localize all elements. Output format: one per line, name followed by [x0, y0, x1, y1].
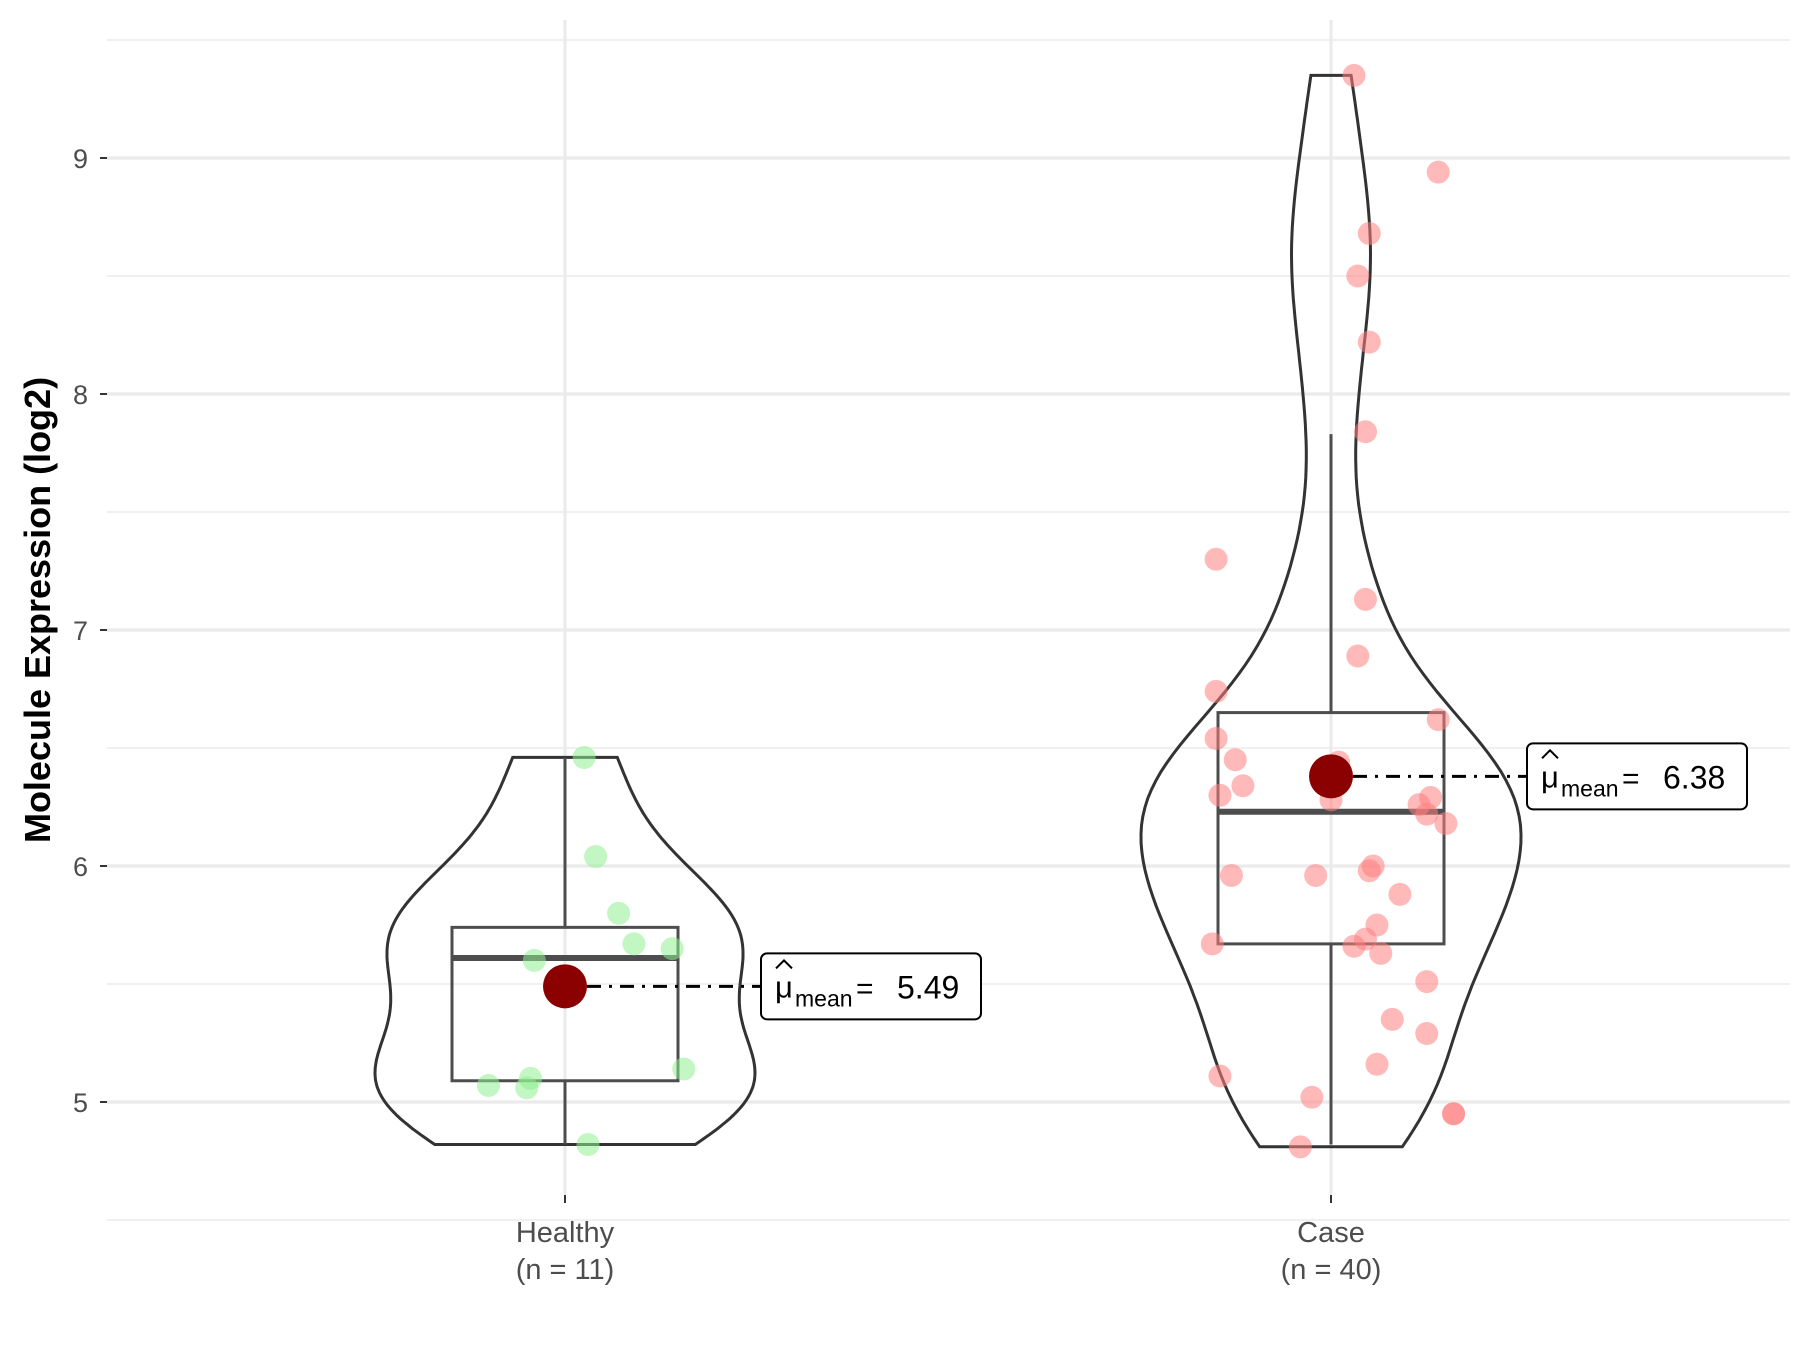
data-point [1357, 222, 1381, 246]
data-point [1223, 748, 1247, 772]
data-points [476, 63, 1466, 1159]
data-point [1357, 859, 1381, 883]
data-point [1426, 160, 1450, 184]
mu-symbol: μ [1541, 759, 1559, 794]
equals-sign: = [1622, 762, 1640, 795]
violin-shapes [373, 73, 1523, 1149]
data-point [672, 1057, 696, 1081]
y-axis-label: Molecule Expression (log2) [17, 377, 58, 843]
violin-case [1139, 73, 1523, 1149]
data-point [1442, 1102, 1466, 1126]
data-point [1219, 863, 1243, 887]
data-point [1304, 863, 1328, 887]
data-point [1346, 644, 1370, 668]
box-plots [450, 434, 1446, 1145]
data-point [1346, 264, 1370, 288]
mean-label-box [760, 952, 982, 1021]
data-point [1365, 1052, 1389, 1076]
data-point [1369, 941, 1393, 965]
data-point [1208, 783, 1232, 807]
y-tick-label: 5 [73, 1088, 88, 1118]
mean-subscript: mean [1561, 775, 1619, 801]
x-tick-count: (n = 40) [1281, 1254, 1382, 1286]
data-point [1208, 1064, 1232, 1088]
data-point [1353, 587, 1377, 611]
y-tick-label: 9 [73, 144, 88, 174]
data-point [1380, 1007, 1404, 1031]
x-tick-label: Case [1297, 1217, 1365, 1249]
mean-marker [1309, 754, 1353, 799]
hat-accent [1541, 748, 1559, 760]
y-tick-label: 8 [73, 380, 88, 410]
equals-sign: = [856, 972, 874, 1005]
mean-annotations: μ mean = 5.49μ mean = 6.38 [587, 742, 1748, 1021]
data-point [1204, 727, 1228, 751]
grid-lines [107, 20, 1790, 1221]
data-point [1342, 934, 1366, 958]
violin-healthy [373, 755, 757, 1146]
mean-markers [543, 754, 1353, 1009]
x-tick-label: Healthy [516, 1217, 615, 1249]
data-point [1415, 1022, 1439, 1046]
data-point [1353, 420, 1377, 444]
y-tick-label: 7 [73, 616, 88, 646]
mean-subscript: mean [795, 985, 853, 1011]
data-point [522, 948, 546, 972]
data-point [576, 1132, 600, 1156]
data-point [1300, 1085, 1324, 1109]
data-point [1288, 1135, 1312, 1159]
mean-marker [543, 964, 587, 1009]
data-point [660, 937, 684, 961]
mu-symbol: μ [775, 969, 793, 1004]
data-point [1231, 774, 1255, 798]
data-point [1388, 882, 1412, 906]
hat-accent [775, 958, 793, 970]
data-point [1415, 970, 1439, 994]
box-healthy [450, 925, 680, 1083]
data-point [515, 1076, 539, 1100]
data-point [1342, 63, 1366, 87]
data-point [622, 932, 646, 956]
data-point [1200, 932, 1224, 956]
data-point [476, 1073, 500, 1097]
mean-value: 6.38 [1663, 759, 1725, 795]
data-point [584, 845, 608, 869]
data-point [1204, 679, 1228, 703]
data-point [607, 901, 631, 925]
data-point [1204, 547, 1228, 571]
data-point [1426, 708, 1450, 732]
mean-label-box [1526, 742, 1748, 811]
x-tick-count: (n = 11) [516, 1254, 615, 1286]
y-tick-label: 6 [73, 852, 88, 882]
mean-value: 5.49 [897, 969, 959, 1005]
axes: 5 6 7 8 9 Healthy (n = 11) Case (n = 40) [73, 144, 1381, 1286]
data-point [1415, 802, 1439, 826]
data-point [572, 745, 596, 769]
data-point [1434, 812, 1458, 836]
data-point [1357, 330, 1381, 354]
